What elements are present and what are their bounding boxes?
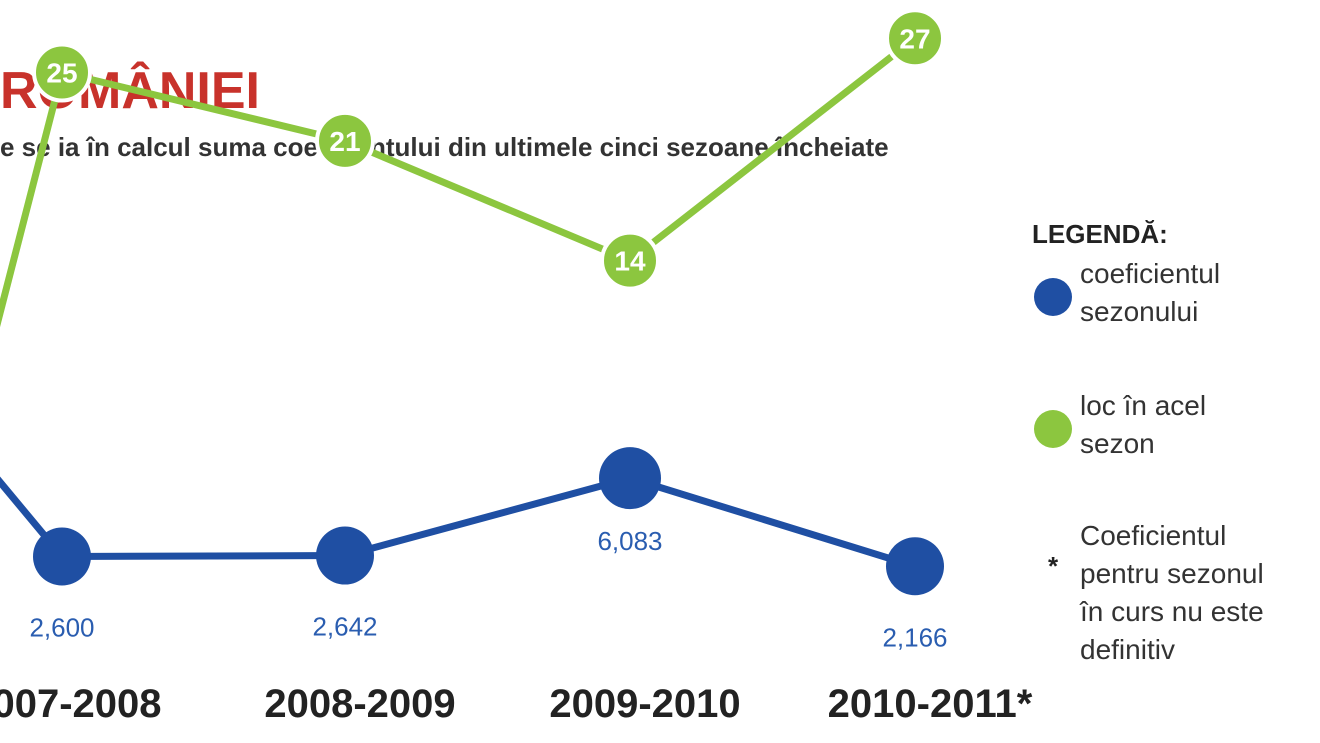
coef-value-label-1: 2,642 <box>312 612 377 642</box>
legend-text-0-0: coeficientul <box>1080 258 1220 289</box>
legend: LEGENDĂ: coeficientul sezonului loc în ace… <box>1032 219 1264 665</box>
coef-value-label-0: 2,600 <box>29 613 94 643</box>
legend-text-1-0: loc în acel <box>1080 390 1206 421</box>
legend-text-2-3: definitiv <box>1080 634 1175 665</box>
category-label-1: 2008-2009 <box>264 682 455 726</box>
coef-point-1 <box>316 526 374 585</box>
chart-subtitle: e se ia în calcul suma coeficientului di… <box>0 132 889 162</box>
legend-title: LEGENDĂ: <box>1032 219 1168 249</box>
rank-point-2 <box>600 230 660 291</box>
legend-text-1-1: sezon <box>1080 428 1155 459</box>
category-label-3: 2010-2011* <box>828 682 1033 726</box>
plot-area: 2,600 2,642 6,083 2,166 25 21 14 27 007-2008 2008… <box>0 8 1033 726</box>
rank-value-label-2: 14 <box>614 246 646 277</box>
rank-value-label-1: 21 <box>329 126 360 157</box>
coef-point-0 <box>33 527 91 586</box>
coef-value-label-2: 6,083 <box>597 526 662 556</box>
rank-point-3 <box>885 8 945 69</box>
legend-marker-0 <box>1034 278 1072 316</box>
legend-text-2-2: în curs nu este <box>1079 596 1264 627</box>
legend-text-0-1: sezonului <box>1080 296 1198 327</box>
rank-value-label-3: 27 <box>899 23 930 54</box>
rank-line-lead <box>0 71 66 328</box>
coef-point-2 <box>599 447 661 510</box>
rank-point-0 <box>32 42 92 103</box>
legend-text-2-1: pentru sezonul <box>1080 558 1264 589</box>
rank-value-label-0: 25 <box>46 58 77 89</box>
category-label-0: 007-2008 <box>0 682 162 726</box>
legend-marker-1 <box>1034 410 1072 448</box>
category-label-2: 2009-2010 <box>549 682 740 726</box>
rank-line <box>61 35 918 265</box>
rank-point-1 <box>315 110 375 171</box>
legend-text-2-0: Coeficientul <box>1080 520 1226 551</box>
coef-point-3 <box>886 537 944 596</box>
coef-line <box>61 474 917 570</box>
legend-marker-2: * <box>1048 551 1059 581</box>
coef-value-label-3: 2,166 <box>882 622 947 652</box>
